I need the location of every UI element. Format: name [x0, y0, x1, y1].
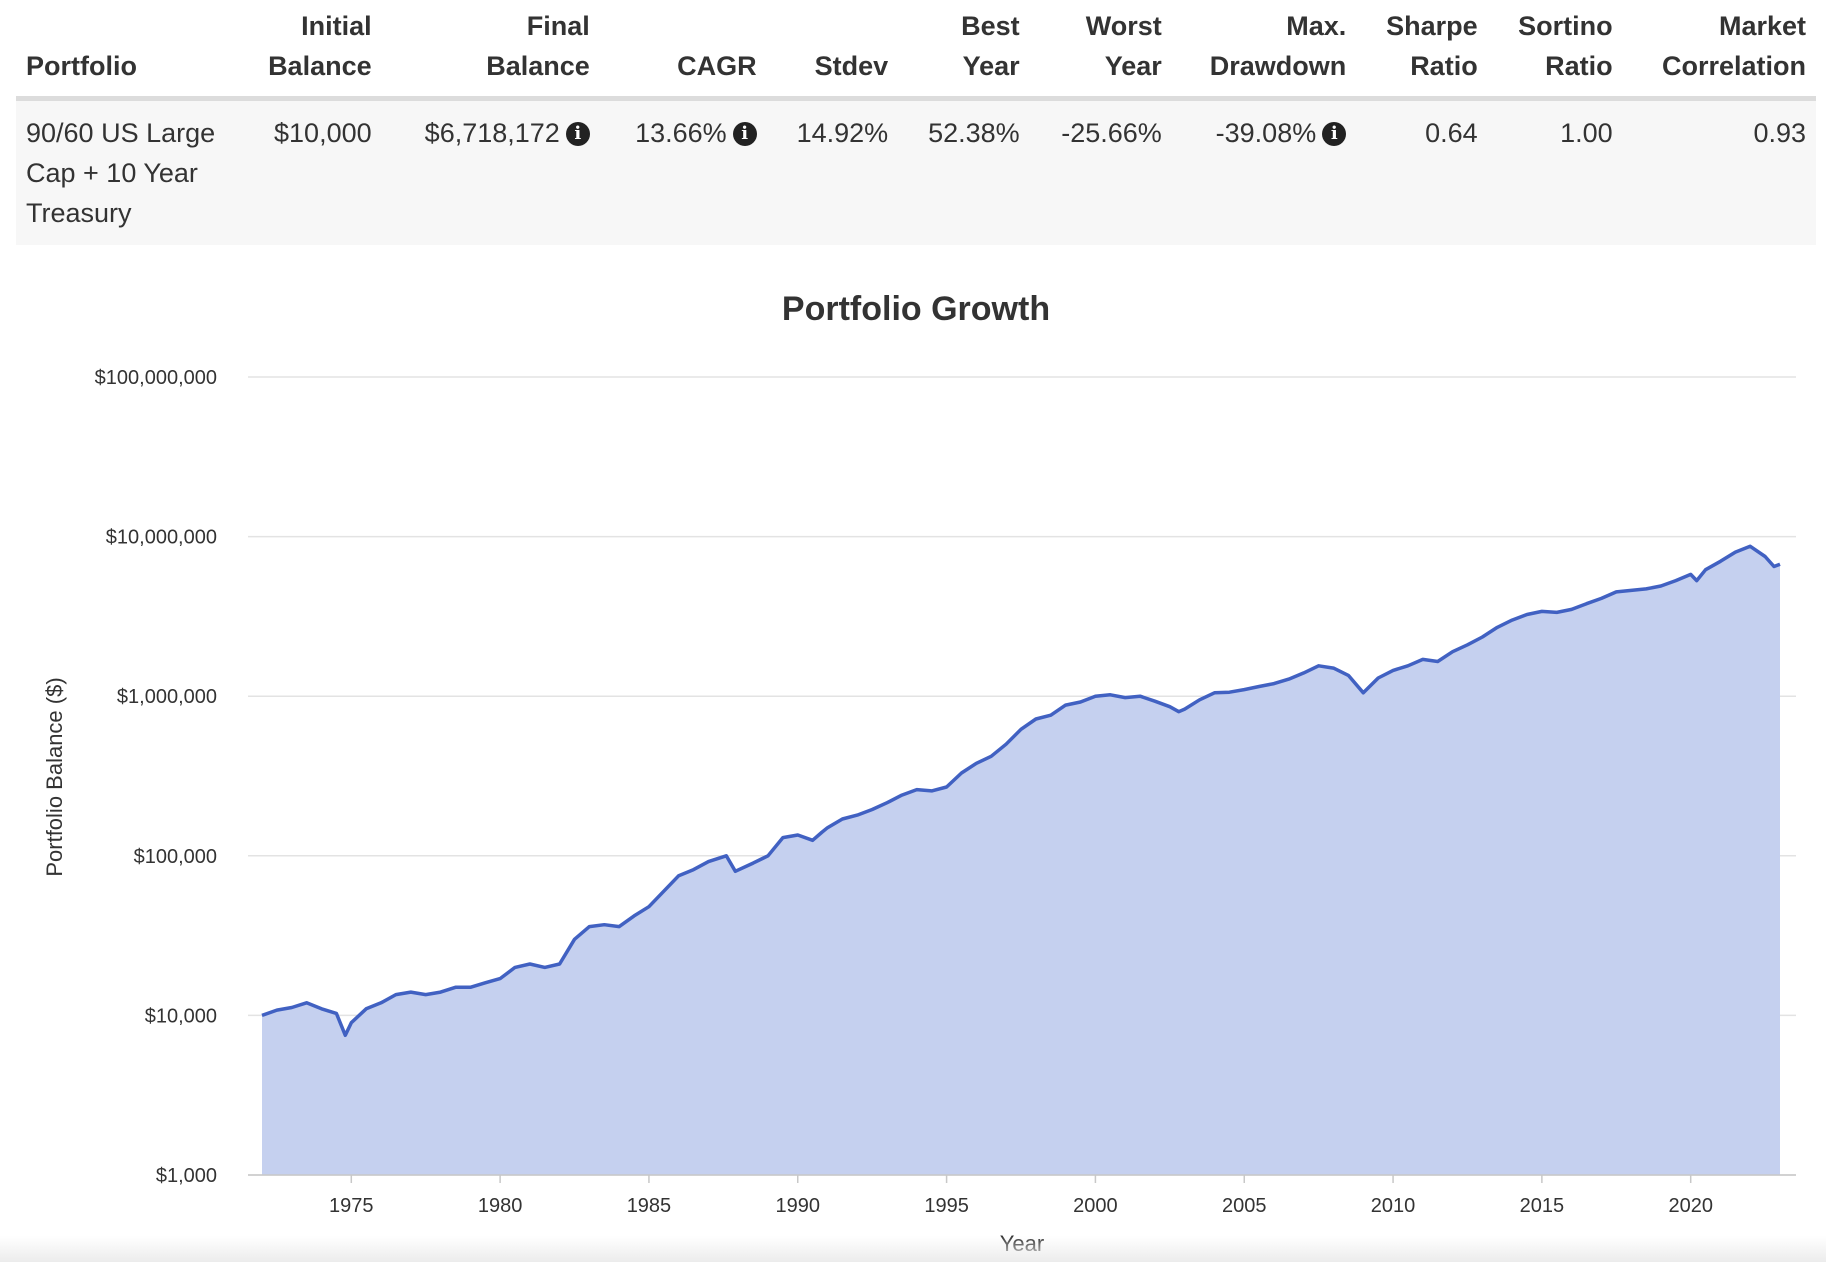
portfolio-summary-table: Portfolio Initial Balance Final Balance CA… — [16, 0, 1816, 245]
header-worst-year: Worst Year — [1029, 0, 1172, 101]
cell-stdev: 14.92% — [766, 98, 899, 245]
table-row: 90/60 US Large Cap + 10 Year Treasury $1… — [16, 98, 1816, 245]
y-tick-label: $100,000,000 — [95, 367, 217, 389]
header-sharpe-ratio: Sharpe Ratio — [1356, 0, 1488, 101]
x-tick-label: 1980 — [478, 1195, 523, 1217]
portfolio-growth-chart: Portfolio Growth $1,000$10,000$100,000$1… — [42, 290, 1796, 1256]
x-tick-label: 2005 — [1222, 1195, 1267, 1217]
cell-worst-year: -25.66% — [1029, 98, 1172, 245]
header-stdev: Stdev — [766, 0, 899, 101]
x-tick-label: 2015 — [1520, 1195, 1565, 1217]
cell-market-correlation: 0.93 — [1622, 98, 1816, 245]
cell-final-balance: $6,718,172 i — [381, 98, 600, 245]
y-tick-label: $1,000 — [156, 1165, 217, 1187]
cell-sortino-ratio: 1.00 — [1487, 98, 1623, 245]
y-tick-label: $10,000 — [145, 1005, 217, 1027]
table-header-row: Portfolio Initial Balance Final Balance CA… — [16, 0, 1816, 101]
header-best-year: Best Year — [898, 0, 1030, 101]
info-circle-icon[interactable]: i — [1322, 122, 1347, 146]
cell-initial-balance: $10,000 — [236, 98, 382, 245]
y-axis-label: Portfolio Balance ($) — [42, 677, 67, 876]
info-circle-icon[interactable]: i — [565, 122, 590, 146]
bottom-shade — [0, 1236, 1826, 1262]
y-tick-label: $100,000 — [134, 846, 217, 868]
y-axis: $1,000 $10,000 $100,000 $1,000,000 $10,000,0… — [95, 367, 217, 1187]
x-axis: 1975 1980 1985 1990 1995 2000 2005 2010 2015 2020 — [248, 1174, 1796, 1217]
x-tick-label: 1990 — [776, 1195, 821, 1217]
cell-cagr: 13.66% i — [599, 98, 767, 245]
series-area-fill — [262, 546, 1780, 1175]
header-portfolio: Portfolio — [16, 0, 236, 101]
header-cagr: CAGR — [599, 0, 767, 101]
header-market-correlation: Market Correlation — [1622, 0, 1816, 101]
x-tick-label: 2020 — [1668, 1195, 1713, 1217]
y-tick-label: $10,000,000 — [106, 527, 217, 549]
x-tick-label: 1975 — [329, 1195, 374, 1217]
header-sortino-ratio: Sortino Ratio — [1487, 0, 1623, 101]
x-tick-label: 2010 — [1371, 1195, 1416, 1217]
cell-portfolio: 90/60 US Large Cap + 10 Year Treasury — [16, 98, 236, 245]
cell-sharpe-ratio: 0.64 — [1356, 98, 1488, 245]
plot-area — [261, 544, 1781, 1175]
x-tick-label: 1985 — [627, 1195, 672, 1217]
x-tick-label: 2000 — [1073, 1195, 1118, 1217]
header-initial-balance: Initial Balance — [236, 0, 382, 101]
info-circle-icon[interactable]: i — [732, 122, 757, 146]
cell-max-drawdown: -39.08% i — [1171, 98, 1357, 245]
header-max-drawdown: Max. Drawdown — [1171, 0, 1357, 101]
series-line — [261, 544, 1781, 1038]
header-final-balance: Final Balance — [381, 0, 600, 101]
x-tick-label: 1995 — [924, 1195, 969, 1217]
cell-best-year: 52.38% — [898, 98, 1030, 245]
y-tick-label: $1,000,000 — [117, 686, 217, 708]
chart-title: Portfolio Growth — [782, 290, 1050, 328]
